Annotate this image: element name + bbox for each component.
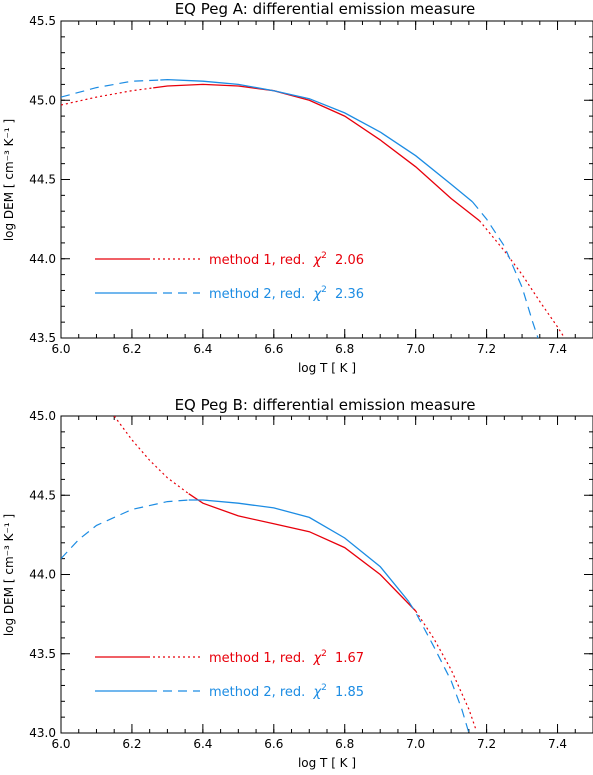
- x-tick-label: 6.0: [51, 342, 70, 356]
- x-tick-label: 6.2: [122, 342, 141, 356]
- x-tick-label: 6.4: [193, 342, 212, 356]
- legend-1-label: method 1, red. χ2 2.06: [209, 247, 364, 268]
- panel-a: EQ Peg A: differential emission measure …: [2, 0, 593, 375]
- panel-a-ylabel: log DEM [ cm⁻³ K⁻¹ ]: [2, 119, 16, 241]
- series-2-extrapolated-high: [408, 601, 470, 733]
- legend-2-label: method 2, red. χ2 1.85: [209, 679, 364, 700]
- x-tick-label: 7.4: [548, 342, 567, 356]
- panel-b: EQ Peg B: differential emission measure …: [2, 396, 593, 770]
- legend-2-chi-value: 2.36: [335, 287, 364, 302]
- legend-2-text: method 2, red.: [209, 287, 305, 302]
- series-1-extrapolated-high: [479, 220, 566, 338]
- legend-2-chi-symbol: χ: [312, 287, 322, 302]
- panel-a-ticks: 6.0 6.2 6.4 6.6 6.8 7.0 7.2 7.4 43.5 44.0 44.5 45.0…: [29, 14, 593, 356]
- y-tick-label: 45.0: [29, 409, 56, 423]
- legend-2-chi-exp: 2: [321, 285, 327, 295]
- panel-b-curves: [61, 416, 477, 733]
- series-1-fitted: [153, 83, 480, 222]
- x-tick-label: 7.2: [477, 342, 496, 356]
- panel-b-ylabel: log DEM [ cm⁻³ K⁻¹ ]: [2, 514, 16, 636]
- panel-a-curves: [61, 78, 566, 338]
- panel-b-ticks: 6.0 6.2 6.4 6.6 6.8 7.0 7.2 7.4 43.0 43.5 44.0 44.5…: [29, 409, 593, 751]
- y-tick-label: 44.5: [29, 488, 56, 502]
- x-tick-label: 6.0: [51, 737, 70, 751]
- x-tick-label: 6.6: [264, 737, 283, 751]
- x-tick-label: 7.0: [406, 342, 425, 356]
- y-tick-label: 45.0: [29, 93, 56, 107]
- legend-2-text: method 2, red.: [209, 685, 305, 700]
- legend-1-chi-exp: 2: [321, 649, 327, 659]
- x-tick-label: 7.0: [406, 737, 425, 751]
- legend-2-chi-exp: 2: [321, 683, 327, 693]
- y-tick-label: 43.5: [29, 331, 56, 345]
- x-tick-label: 6.2: [122, 737, 141, 751]
- series-1-fitted: [188, 493, 417, 612]
- panel-a-xlabel: log T [ K ]: [298, 361, 356, 375]
- panel-b-title: EQ Peg B: differential emission measure: [175, 396, 476, 414]
- panel-b-xlabel: log T [ K ]: [298, 756, 356, 770]
- series-2-extrapolated-low: [61, 79, 161, 98]
- x-tick-label: 6.4: [193, 737, 212, 751]
- legend-2-label: method 2, red. χ2 2.36: [209, 281, 364, 302]
- legend-2-chi-symbol: χ: [312, 685, 322, 700]
- x-tick-label: 6.8: [335, 342, 354, 356]
- legend-1-chi-exp: 2: [321, 251, 327, 261]
- panel-a-legend: method 1, red. χ2 2.06 method 2, red. χ2…: [95, 247, 364, 302]
- legend-1-text: method 1, red.: [209, 253, 305, 268]
- series-1-extrapolated-high: [415, 610, 477, 730]
- x-tick-label: 7.2: [477, 737, 496, 751]
- legend-2-chi-value: 1.85: [335, 685, 364, 700]
- x-tick-label: 6.8: [335, 737, 354, 751]
- legend-1-chi-symbol: χ: [312, 253, 322, 268]
- series-2-fitted: [188, 499, 410, 602]
- x-tick-label: 6.6: [264, 342, 283, 356]
- series-1-extrapolated-low: [113, 416, 190, 495]
- legend-1-label: method 1, red. χ2 1.67: [209, 645, 364, 666]
- legend-1-chi-symbol: χ: [312, 651, 322, 666]
- series-2-curve: [61, 78, 539, 338]
- legend-1-text: method 1, red.: [209, 651, 305, 666]
- y-tick-label: 43.5: [29, 647, 56, 661]
- y-tick-label: 44.0: [29, 568, 56, 582]
- legend-1-chi-value: 2.06: [335, 253, 364, 268]
- legend-1-chi-value: 1.67: [335, 651, 364, 666]
- y-tick-label: 44.0: [29, 252, 56, 266]
- y-tick-label: 45.5: [29, 14, 56, 28]
- x-tick-label: 7.4: [548, 737, 567, 751]
- series-2-fitted: [160, 78, 473, 203]
- panel-a-title: EQ Peg A: differential emission measure: [175, 0, 476, 18]
- series-2-curve: [61, 499, 470, 733]
- series-2-extrapolated-high: [471, 201, 539, 338]
- series-2-extrapolated-low: [61, 499, 189, 560]
- series-1-extrapolated-low: [61, 87, 154, 106]
- series-1-curve: [113, 416, 477, 730]
- series-1-curve: [61, 83, 566, 338]
- y-tick-label: 43.0: [29, 726, 56, 740]
- y-tick-label: 44.5: [29, 173, 56, 187]
- panel-b-legend: method 1, red. χ2 1.67 method 2, red. χ2…: [95, 645, 364, 700]
